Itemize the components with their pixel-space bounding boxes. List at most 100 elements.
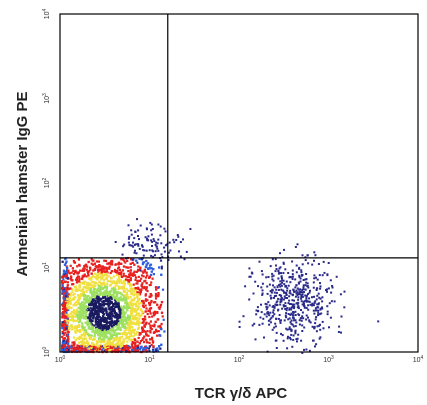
tcr-positive-point xyxy=(303,348,305,351)
tcr-positive-point xyxy=(287,284,290,287)
density-point xyxy=(123,306,126,309)
density-point xyxy=(77,258,80,261)
tcr-positive-point xyxy=(323,271,326,274)
density-point xyxy=(91,311,94,314)
density-point xyxy=(115,348,118,352)
density-point xyxy=(79,346,82,349)
density-point xyxy=(80,306,83,309)
density-point xyxy=(98,269,101,272)
tcr-positive-point xyxy=(296,294,299,297)
density-point xyxy=(87,301,90,304)
tcr-positive-point xyxy=(304,288,307,291)
tail-point xyxy=(150,229,153,232)
tcr-positive-point xyxy=(274,322,277,325)
density-point xyxy=(82,343,85,346)
density-point xyxy=(153,311,156,314)
density-point xyxy=(64,331,67,334)
density-point xyxy=(98,348,102,351)
density-point xyxy=(119,328,122,331)
tcr-positive-point xyxy=(290,306,293,309)
density-point xyxy=(135,270,138,273)
density-point xyxy=(95,343,98,346)
tcr-positive-point xyxy=(295,284,298,287)
density-point xyxy=(139,308,142,311)
density-point xyxy=(74,331,77,334)
density-point xyxy=(98,271,101,274)
density-point xyxy=(131,261,134,264)
density-point xyxy=(69,294,72,297)
density-point xyxy=(129,300,132,303)
density-point xyxy=(150,281,153,284)
tcr-positive-point xyxy=(297,296,300,299)
density-point xyxy=(155,328,158,331)
density-point xyxy=(84,313,87,316)
tail-point xyxy=(150,254,153,257)
density-point xyxy=(104,349,108,352)
density-point xyxy=(70,292,73,295)
tcr-positive-point xyxy=(288,308,291,311)
density-point xyxy=(107,291,110,294)
density-point xyxy=(125,344,128,348)
density-point xyxy=(123,330,126,333)
density-point xyxy=(66,291,69,294)
density-point xyxy=(132,328,135,331)
tail-point xyxy=(182,238,184,241)
density-point xyxy=(121,348,124,351)
density-point xyxy=(73,261,76,264)
tcr-positive-point xyxy=(286,289,289,292)
density-point xyxy=(137,314,140,317)
density-point xyxy=(151,277,154,280)
density-point xyxy=(65,324,68,327)
density-point xyxy=(129,326,132,329)
density-point xyxy=(65,349,68,352)
density-point xyxy=(119,292,122,295)
tcr-positive-point xyxy=(298,314,301,317)
density-point xyxy=(72,336,76,339)
tcr-positive-point xyxy=(309,289,311,292)
tcr-positive-point xyxy=(297,281,300,284)
density-point xyxy=(82,326,86,329)
density-point xyxy=(69,299,72,302)
density-point xyxy=(133,293,136,296)
density-point xyxy=(136,350,139,353)
density-point xyxy=(156,347,159,350)
tcr-positive-point xyxy=(326,310,329,313)
density-point xyxy=(132,272,135,275)
density-point xyxy=(148,267,151,270)
density-point xyxy=(93,288,96,291)
density-point xyxy=(67,327,71,330)
density-point xyxy=(65,327,68,330)
tcr-positive-point xyxy=(297,301,300,304)
density-point xyxy=(124,327,127,330)
density-point xyxy=(90,288,93,291)
density-point xyxy=(116,313,119,316)
density-point xyxy=(148,350,151,353)
tcr-positive-point xyxy=(290,333,293,336)
density-point xyxy=(110,312,114,315)
tcr-positive-point xyxy=(303,326,306,329)
density-point xyxy=(141,338,144,341)
density-point xyxy=(110,270,113,273)
density-point xyxy=(110,325,114,328)
density-point xyxy=(81,269,84,272)
density-point xyxy=(111,280,114,283)
tail-point xyxy=(153,240,156,242)
density-point xyxy=(118,279,121,283)
density-point xyxy=(148,264,152,267)
density-point xyxy=(83,265,86,268)
density-point xyxy=(113,320,116,323)
tcr-positive-point xyxy=(318,296,321,299)
density-point xyxy=(103,344,106,347)
density-point xyxy=(86,295,89,298)
density-point xyxy=(75,327,78,330)
density-point xyxy=(128,304,131,307)
density-point xyxy=(78,328,82,332)
density-point xyxy=(99,334,102,337)
tcr-positive-point xyxy=(254,280,257,283)
tcr-positive-point xyxy=(261,293,264,296)
tcr-positive-point xyxy=(311,304,314,307)
tcr-positive-point xyxy=(271,328,274,331)
tcr-positive-point xyxy=(302,288,305,290)
density-point xyxy=(124,296,127,299)
tcr-positive-point xyxy=(297,298,300,301)
